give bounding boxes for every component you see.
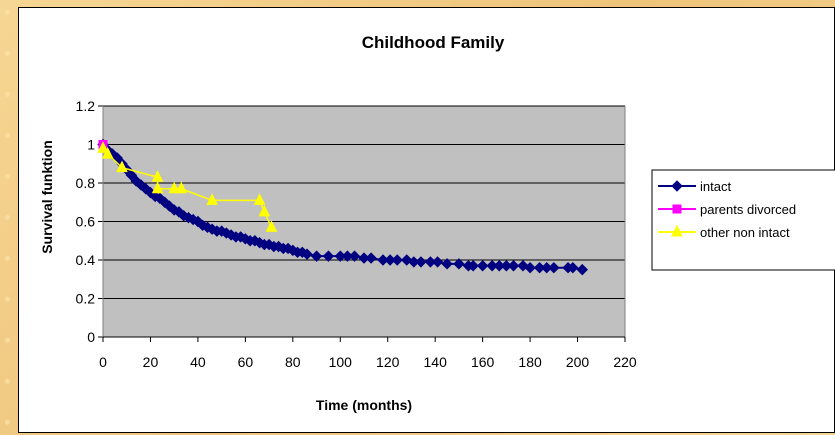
x-tick-labels: 0 20 40 60 80 100 120 140 160 180 200 220 <box>99 354 637 370</box>
y-tick-label: 0.2 <box>76 291 96 307</box>
data-point-intact <box>548 261 560 274</box>
chart-title: Childhood Family <box>362 33 505 52</box>
data-point-intact <box>524 261 536 274</box>
y-tick-label: 0.6 <box>76 214 96 230</box>
data-point-intact <box>567 261 579 274</box>
legend-label-other-non-intact: other non intact <box>700 225 790 240</box>
legend-label-parents-divorced: parents divorced <box>700 202 796 217</box>
y-tick-label: 0 <box>87 329 95 345</box>
legend-label-intact: intact <box>700 179 731 194</box>
data-point-other-non-intact <box>258 204 271 217</box>
x-axis-title: Time (months) <box>316 397 412 413</box>
x-tick-label: 60 <box>238 354 254 370</box>
x-tick-label: 120 <box>376 354 400 370</box>
data-point-intact <box>310 250 323 262</box>
x-tick-label: 0 <box>99 354 107 370</box>
data-point-other-non-intact <box>206 193 218 205</box>
series-lines <box>97 138 588 276</box>
y-tick-labels: 0 0.2 0.4 0.6 0.8 1 1.2 <box>76 98 96 345</box>
data-point-other-non-intact <box>151 181 164 194</box>
y-tick-label: 1.2 <box>76 98 96 114</box>
x-tick-label: 80 <box>285 354 301 370</box>
data-point-other-non-intact <box>116 160 128 173</box>
legend: intact parents divorced other non intact <box>651 169 835 271</box>
x-tick-label: 200 <box>566 354 590 370</box>
y-tick-label: 0.8 <box>76 175 96 191</box>
data-point-other-non-intact <box>151 170 164 182</box>
data-point-intact <box>391 254 403 266</box>
x-tick-label: 220 <box>613 354 637 370</box>
x-tick-label: 160 <box>471 354 495 370</box>
y-tick-label: 1 <box>87 137 95 153</box>
data-point-other-non-intact <box>265 220 278 232</box>
data-point-intact <box>365 252 377 264</box>
data-point-intact <box>415 256 427 268</box>
x-tick-label: 100 <box>329 354 353 370</box>
y-tick-label: 0.4 <box>76 252 96 268</box>
data-point-intact <box>507 260 520 272</box>
data-point-other-non-intact <box>253 193 266 205</box>
data-point-intact <box>431 256 444 268</box>
data-point-other-non-intact <box>97 141 109 153</box>
legend-marker-intact <box>671 180 683 192</box>
x-tick-label: 40 <box>190 354 206 370</box>
data-point-intact <box>467 260 479 272</box>
data-point-other-non-intact <box>175 181 188 194</box>
data-point-intact <box>301 248 313 260</box>
x-tick-label: 140 <box>424 354 448 370</box>
data-point-intact <box>476 260 489 272</box>
data-point-other-non-intact <box>168 181 180 194</box>
data-point-intact <box>576 263 588 276</box>
legend-marker-parents-divorced <box>672 204 682 214</box>
x-tick-label: 20 <box>143 354 159 370</box>
data-point-intact <box>441 258 453 270</box>
data-point-intact <box>348 250 361 262</box>
x-tick-label: 180 <box>518 354 542 370</box>
data-point-other-non-intact <box>101 147 114 159</box>
legend-marker-other-non-intact <box>671 224 683 237</box>
y-axis-title: Survival funktion <box>39 140 55 254</box>
data-point-intact <box>453 258 465 270</box>
data-point-intact <box>322 250 335 262</box>
